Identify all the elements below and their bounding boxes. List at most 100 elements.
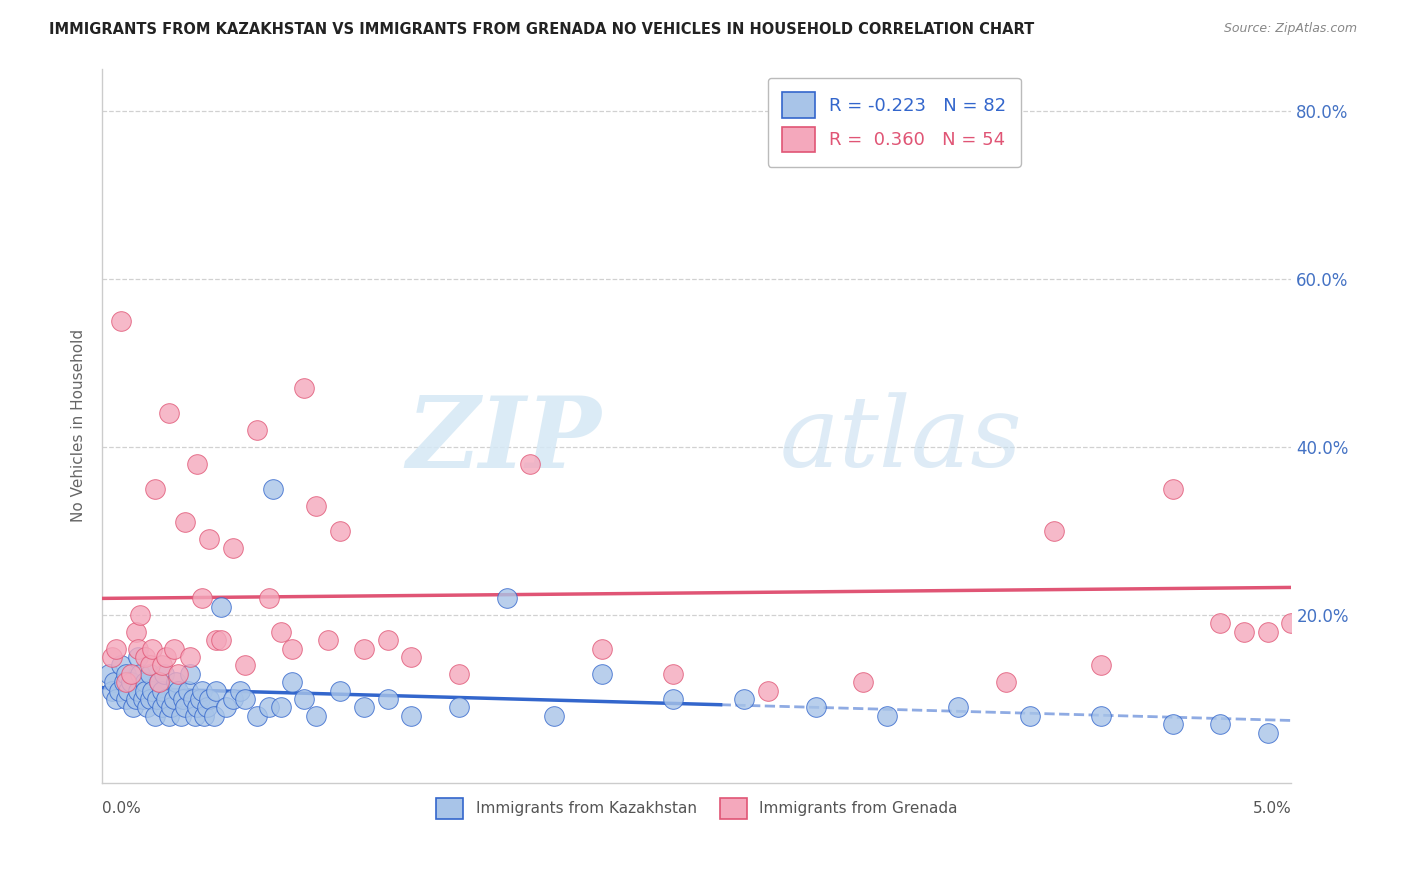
- Point: [1090, 658, 1112, 673]
- Point: [233, 692, 256, 706]
- Point: [948, 137, 970, 152]
- Point: [127, 683, 149, 698]
- Point: [1161, 717, 1184, 731]
- Point: [162, 692, 184, 706]
- Text: 0.0%: 0.0%: [103, 801, 141, 816]
- Point: [179, 666, 201, 681]
- Point: [209, 599, 232, 614]
- Point: [150, 683, 173, 698]
- Point: [733, 692, 755, 706]
- Point: [150, 658, 173, 673]
- Point: [1281, 616, 1303, 631]
- Point: [108, 683, 131, 698]
- Point: [495, 591, 517, 606]
- Point: [1257, 624, 1279, 639]
- Point: [129, 666, 152, 681]
- Point: [120, 675, 142, 690]
- Point: [120, 666, 142, 681]
- Point: [198, 533, 221, 547]
- Legend: Immigrants from Kazakhstan, Immigrants from Grenada: Immigrants from Kazakhstan, Immigrants f…: [430, 791, 965, 825]
- Point: [143, 708, 166, 723]
- Point: [124, 692, 146, 706]
- Point: [139, 658, 162, 673]
- Point: [401, 649, 423, 664]
- Point: [591, 666, 613, 681]
- Point: [100, 649, 122, 664]
- Point: [353, 641, 375, 656]
- Text: atlas: atlas: [780, 392, 1022, 488]
- Point: [662, 692, 685, 706]
- Point: [377, 692, 399, 706]
- Point: [179, 649, 201, 664]
- Point: [191, 683, 214, 698]
- Point: [172, 692, 194, 706]
- Point: [131, 692, 153, 706]
- Point: [124, 624, 146, 639]
- Point: [136, 700, 159, 714]
- Point: [1209, 717, 1232, 731]
- Point: [205, 633, 228, 648]
- Point: [134, 649, 156, 664]
- Point: [129, 607, 152, 622]
- Point: [146, 692, 169, 706]
- Point: [162, 641, 184, 656]
- Point: [281, 675, 304, 690]
- Point: [184, 708, 207, 723]
- Point: [246, 423, 269, 437]
- Point: [134, 683, 156, 698]
- Point: [1257, 725, 1279, 739]
- Point: [134, 675, 156, 690]
- Point: [174, 516, 197, 530]
- Text: IMMIGRANTS FROM KAZAKHSTAN VS IMMIGRANTS FROM GRENADA NO VEHICLES IN HOUSEHOLD C: IMMIGRANTS FROM KAZAKHSTAN VS IMMIGRANTS…: [49, 22, 1035, 37]
- Point: [756, 683, 779, 698]
- Point: [270, 700, 292, 714]
- Point: [115, 666, 138, 681]
- Point: [186, 457, 208, 471]
- Point: [148, 675, 170, 690]
- Point: [155, 649, 177, 664]
- Text: ZIP: ZIP: [406, 392, 602, 488]
- Point: [188, 692, 211, 706]
- Point: [127, 641, 149, 656]
- Point: [122, 700, 145, 714]
- Point: [246, 708, 269, 723]
- Point: [167, 666, 190, 681]
- Point: [1018, 708, 1040, 723]
- Point: [103, 675, 125, 690]
- Point: [377, 633, 399, 648]
- Point: [209, 633, 232, 648]
- Point: [257, 700, 280, 714]
- Point: [112, 675, 135, 690]
- Point: [233, 658, 256, 673]
- Point: [591, 641, 613, 656]
- Point: [139, 666, 162, 681]
- Point: [401, 708, 423, 723]
- Point: [105, 692, 128, 706]
- Point: [1327, 717, 1350, 731]
- Point: [995, 675, 1018, 690]
- Point: [157, 708, 180, 723]
- Point: [329, 683, 352, 698]
- Point: [270, 624, 292, 639]
- Y-axis label: No Vehicles in Household: No Vehicles in Household: [72, 329, 86, 523]
- Point: [1042, 524, 1064, 538]
- Point: [1209, 616, 1232, 631]
- Point: [127, 649, 149, 664]
- Point: [262, 482, 284, 496]
- Point: [139, 692, 162, 706]
- Point: [222, 541, 245, 555]
- Point: [150, 700, 173, 714]
- Point: [167, 683, 190, 698]
- Point: [281, 641, 304, 656]
- Point: [198, 692, 221, 706]
- Point: [305, 499, 328, 513]
- Point: [193, 708, 215, 723]
- Point: [181, 692, 204, 706]
- Point: [174, 700, 197, 714]
- Point: [148, 675, 170, 690]
- Point: [195, 700, 218, 714]
- Point: [329, 524, 352, 538]
- Point: [160, 700, 183, 714]
- Point: [157, 406, 180, 420]
- Text: Source: ZipAtlas.com: Source: ZipAtlas.com: [1223, 22, 1357, 36]
